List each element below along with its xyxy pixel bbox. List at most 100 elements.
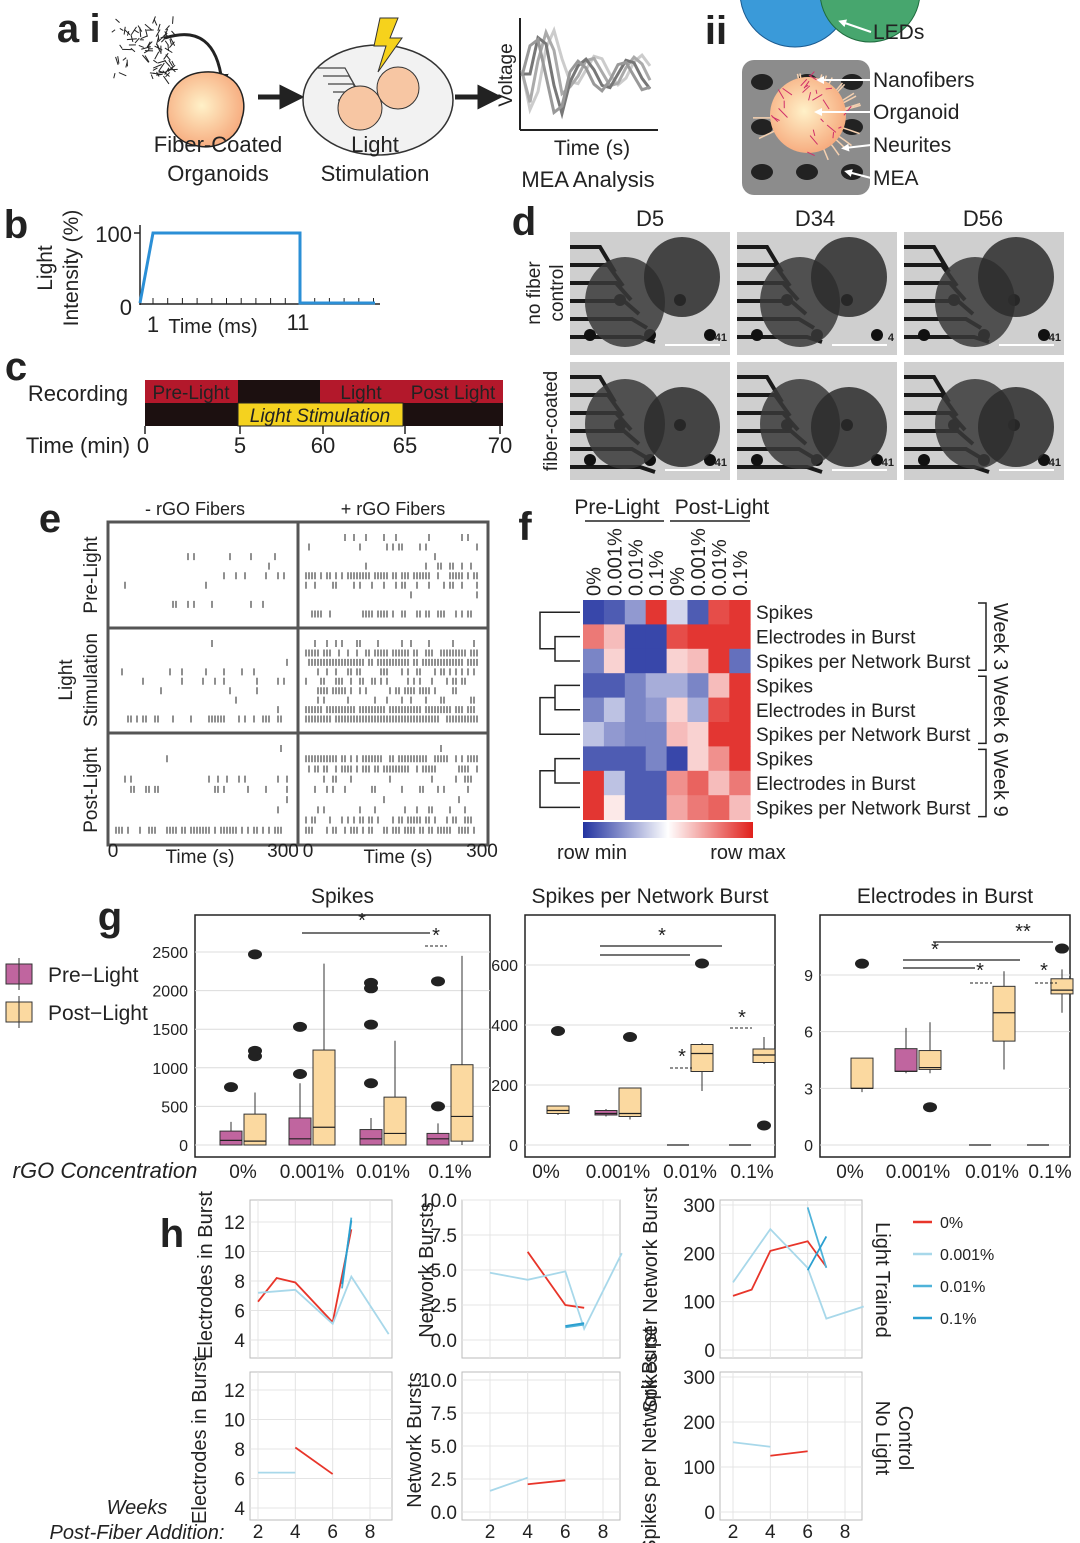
- panel-letter: c: [5, 345, 27, 389]
- lightning: [373, 17, 403, 73]
- heat-cell: [645, 600, 667, 625]
- y-tick-label: 0: [704, 1341, 715, 1362]
- heat-cell: [687, 648, 709, 674]
- nanofiber: [802, 85, 811, 93]
- heat-cell: [687, 673, 709, 698]
- heat-cell: [583, 722, 605, 747]
- label: 0.001%: [604, 528, 626, 596]
- y-tick-label: 100: [683, 1293, 715, 1314]
- label: Light: [351, 132, 399, 157]
- y-axis-title: Electrodes in Burst: [195, 1191, 217, 1359]
- fiber: [141, 46, 151, 50]
- heat-cell: [583, 795, 605, 820]
- y-tick-label: 4: [234, 1331, 245, 1352]
- nanofiber: [815, 89, 818, 94]
- series-line: [341, 1220, 353, 1285]
- label: Week 6: [989, 676, 1011, 743]
- voltage-trace: [520, 37, 651, 116]
- label: 0.1%: [646, 550, 668, 596]
- heat-cell: [666, 795, 688, 820]
- label: Light Stimulation: [250, 406, 390, 427]
- label: Post Light: [411, 383, 496, 404]
- fiber: [133, 29, 139, 34]
- nanofiber: [808, 92, 812, 101]
- label: D5: [636, 206, 664, 231]
- fiber: [140, 35, 148, 40]
- fiber: [145, 29, 148, 37]
- heat-cell: [603, 795, 626, 820]
- electrode: [751, 329, 763, 341]
- heat-cell: [729, 746, 751, 772]
- electrode: [751, 119, 773, 135]
- label: Pre-Light: [574, 496, 659, 519]
- label: Pre-Light: [152, 383, 230, 404]
- label: 0: [137, 433, 149, 458]
- recording-segment: [403, 380, 503, 403]
- y-tick-label: 0: [804, 1138, 813, 1155]
- organoid-image: [644, 387, 720, 467]
- electrode: [841, 164, 863, 180]
- plot-frame: [461, 1199, 621, 1359]
- x-tick-label: 8: [365, 1522, 376, 1543]
- heat-cell: [687, 795, 709, 820]
- label: 100: [95, 222, 132, 247]
- electrode: [841, 74, 863, 90]
- significance: *: [658, 925, 666, 947]
- fiber: [153, 59, 158, 64]
- panel-letter: ii: [705, 9, 727, 53]
- fiber: [168, 59, 174, 67]
- y-tick-label: 100: [683, 1458, 715, 1479]
- heat-cell: [645, 673, 667, 698]
- heat-cell: [583, 624, 605, 650]
- fiber: [158, 71, 164, 74]
- heat-cell: [603, 746, 626, 772]
- x-tick-label: 0.001%: [586, 1162, 651, 1183]
- label: Stimulation: [321, 161, 430, 186]
- plot-title: Spikes: [311, 885, 374, 908]
- pointer: [841, 143, 872, 152]
- label: 41: [715, 457, 727, 469]
- box: [383, 1096, 407, 1146]
- label: + rGO Fibers: [341, 499, 446, 519]
- organoid: [337, 85, 383, 131]
- plot-frame: [719, 1199, 863, 1359]
- label: 0.001%: [688, 528, 710, 596]
- heat-cell: [729, 795, 751, 820]
- label: row max: [710, 842, 786, 864]
- heat-cell: [708, 673, 730, 698]
- label: - rGO Fibers: [145, 499, 245, 519]
- y-tick-label: 3: [804, 1081, 813, 1098]
- x-tick-label: 0.1%: [1028, 1162, 1071, 1183]
- heat-cell: [666, 624, 688, 650]
- label: Neurites: [873, 134, 951, 157]
- nanofiber: [803, 80, 810, 89]
- label: Light: [340, 383, 382, 404]
- heat-cell: [666, 746, 688, 772]
- label: Spikes: [756, 603, 813, 624]
- electrode: [751, 74, 773, 90]
- fiber: [162, 70, 170, 77]
- fiber: [156, 74, 162, 76]
- organoid-image: [585, 379, 665, 469]
- heat-cell: [729, 624, 751, 650]
- heat-cell: [687, 770, 709, 796]
- legend-label: 0.1%: [940, 1311, 976, 1328]
- heat-cell: [666, 722, 688, 747]
- y-tick-label: 2500: [152, 945, 188, 962]
- organoid: [770, 77, 846, 153]
- heat-cell: [603, 648, 626, 674]
- heat-cell: [624, 795, 647, 820]
- fiber: [115, 56, 119, 65]
- box: [359, 1129, 383, 1146]
- fiber: [157, 23, 161, 31]
- box: [594, 1110, 618, 1116]
- nanofiber: [838, 126, 842, 129]
- pointer: [844, 169, 872, 179]
- x-tick-label: 0.1%: [428, 1162, 471, 1183]
- box: [312, 1049, 336, 1146]
- nanofiber: [812, 94, 823, 101]
- fiber: [142, 54, 149, 63]
- outlier: [364, 1019, 378, 1030]
- label: Light Trained: [871, 1222, 893, 1338]
- y-tick-label: 2.5: [431, 1296, 457, 1317]
